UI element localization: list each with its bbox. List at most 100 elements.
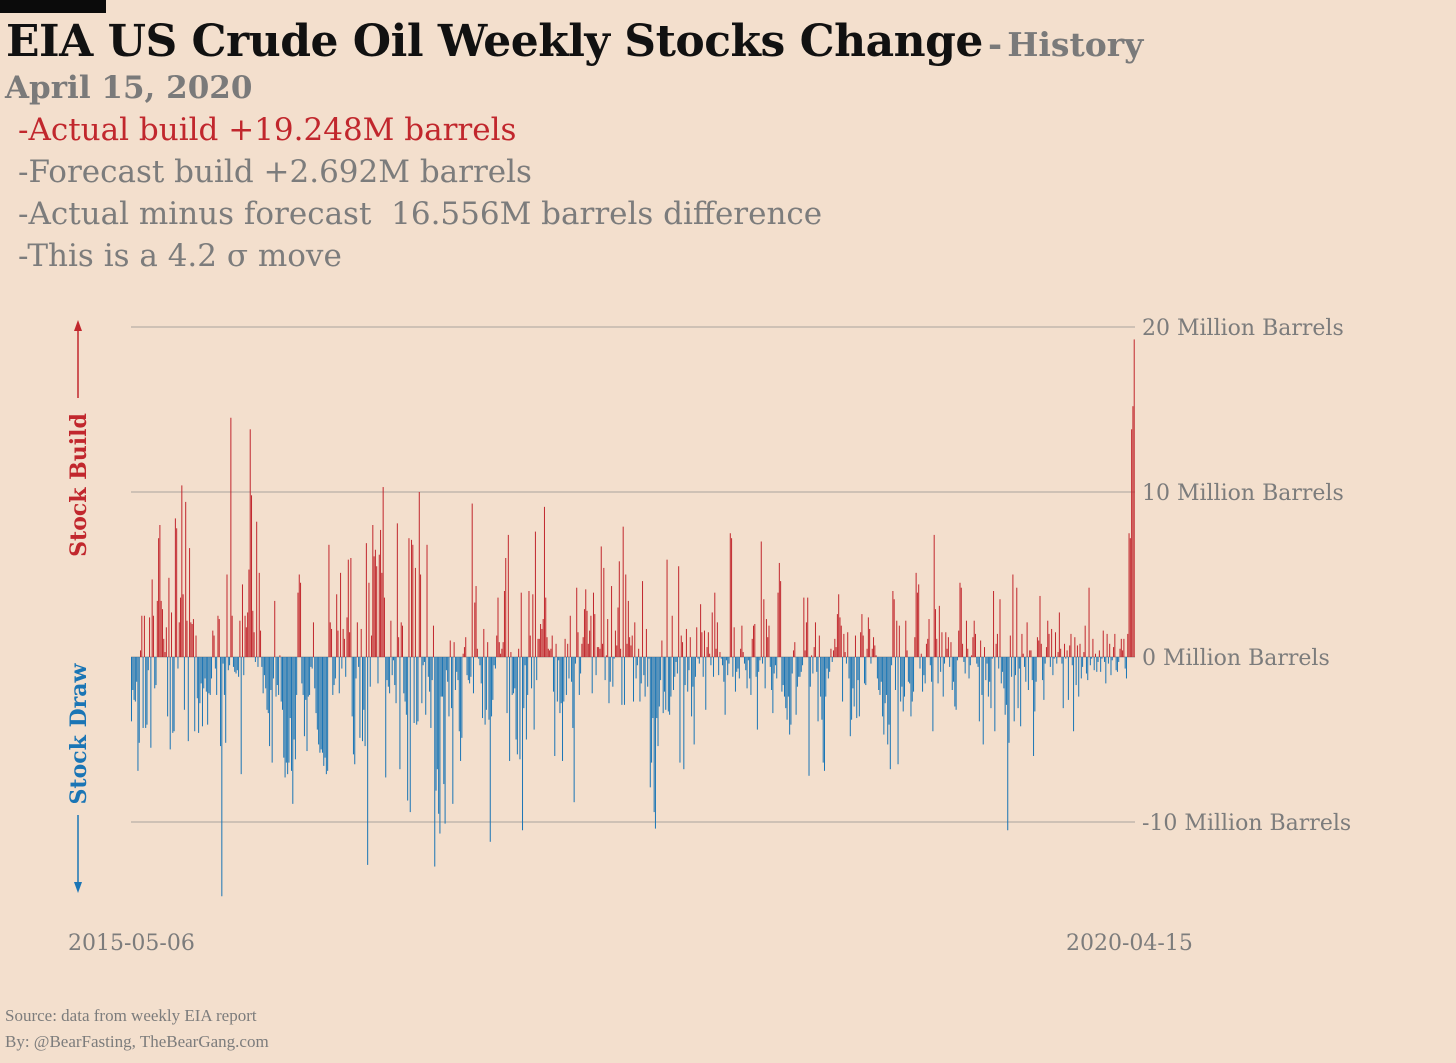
bar-draw [816,657,818,672]
bar-draw [355,657,357,679]
bar-build [838,594,840,657]
bar-draw [320,657,322,750]
note-actual: -Actual build +19.248M barrels [18,112,517,148]
bar-draw [291,657,293,771]
bar-draw [169,657,171,750]
bar-build [587,643,589,657]
bar-build [600,546,602,657]
bar-build [346,617,348,657]
bar-draw [990,657,992,709]
bar-draw [272,657,274,679]
bar-draw [395,657,397,704]
bar-build [381,572,383,657]
bar-build [1021,633,1023,657]
bar-build [258,572,260,657]
bar-build [390,620,392,657]
bar-draw [1043,657,1045,700]
bar-draw [953,657,955,682]
bar-draw [842,657,844,702]
bar-build [412,544,414,657]
bar-draw [880,657,882,682]
bar-build [160,600,162,657]
bar-draw [240,657,242,775]
y-tick-label: 0 Million Barrels [1142,646,1330,671]
bar-build [938,605,940,657]
bar-draw [1091,657,1093,659]
bar-draw [774,657,776,666]
bar-build [680,635,682,657]
bar-build [300,582,302,657]
bar-draw [931,657,933,682]
bar-draw [1093,657,1095,671]
bar-build [682,642,684,657]
bar-draw [493,657,495,666]
bar-draw [1111,657,1113,661]
bar-build [840,625,842,657]
bar-build [372,525,374,657]
bar-build [501,648,503,657]
bar-build [336,594,338,657]
bar-draw [1082,657,1084,667]
bar-draw [913,657,915,692]
bar-draw [1004,657,1006,715]
bar-draw [679,657,681,763]
bar-draw [132,657,134,690]
bar-draw [467,657,469,681]
bar-draw [802,657,804,666]
bar-draw [1002,657,1004,672]
bar-draw [354,657,356,765]
bar-draw [595,657,597,676]
bar-build [260,630,262,657]
bar-build [778,562,780,657]
bar-draw [1044,657,1046,664]
bar-draw [447,657,449,682]
bar-build [149,617,151,657]
bar-draw [923,657,925,676]
bar-draw [954,657,956,707]
bar-draw [506,657,508,714]
bar-draw [531,657,533,689]
bar-draw [220,657,222,747]
bar-build [811,655,813,657]
bar-draw [301,657,303,684]
bar-draw [1096,657,1098,672]
bar-build [1009,635,1011,657]
bar-build [1051,628,1053,657]
bar-build [835,647,837,657]
bar-draw [750,657,752,695]
source-note: Source: data from weekly EIA report [5,1006,257,1025]
bar-draw [451,657,453,709]
bar-draw [580,657,582,674]
bar-draw [790,657,792,725]
bar-draw [238,657,240,677]
bar-draw [472,657,474,694]
bar-draw [265,657,267,689]
bar-draw [559,657,561,714]
y-tick-label: -10 Million Barrels [1142,811,1351,836]
bar-draw [314,657,316,689]
bar-build [564,638,566,657]
bar-build [328,544,330,657]
bar-draw [536,657,538,681]
bar-build [701,632,703,657]
bar-build [974,633,976,657]
bar-draw [345,657,347,677]
bar-build [803,597,805,657]
bar-draw [817,657,819,722]
bar-draw [635,657,637,679]
bar-draw [525,657,527,740]
bar-build [742,652,744,657]
bar-draw [940,657,942,672]
bar-draw [683,657,685,770]
bar-build [158,538,160,657]
bar-draw [901,657,903,687]
bar-build [231,615,233,657]
bar-build [1030,650,1032,657]
bar-draw [310,657,312,667]
bar-build [980,640,982,657]
bar-build [212,630,214,657]
bar-draw [136,657,138,682]
bar-draw [142,657,144,728]
bar-build [400,622,402,657]
bar-build [936,638,938,657]
